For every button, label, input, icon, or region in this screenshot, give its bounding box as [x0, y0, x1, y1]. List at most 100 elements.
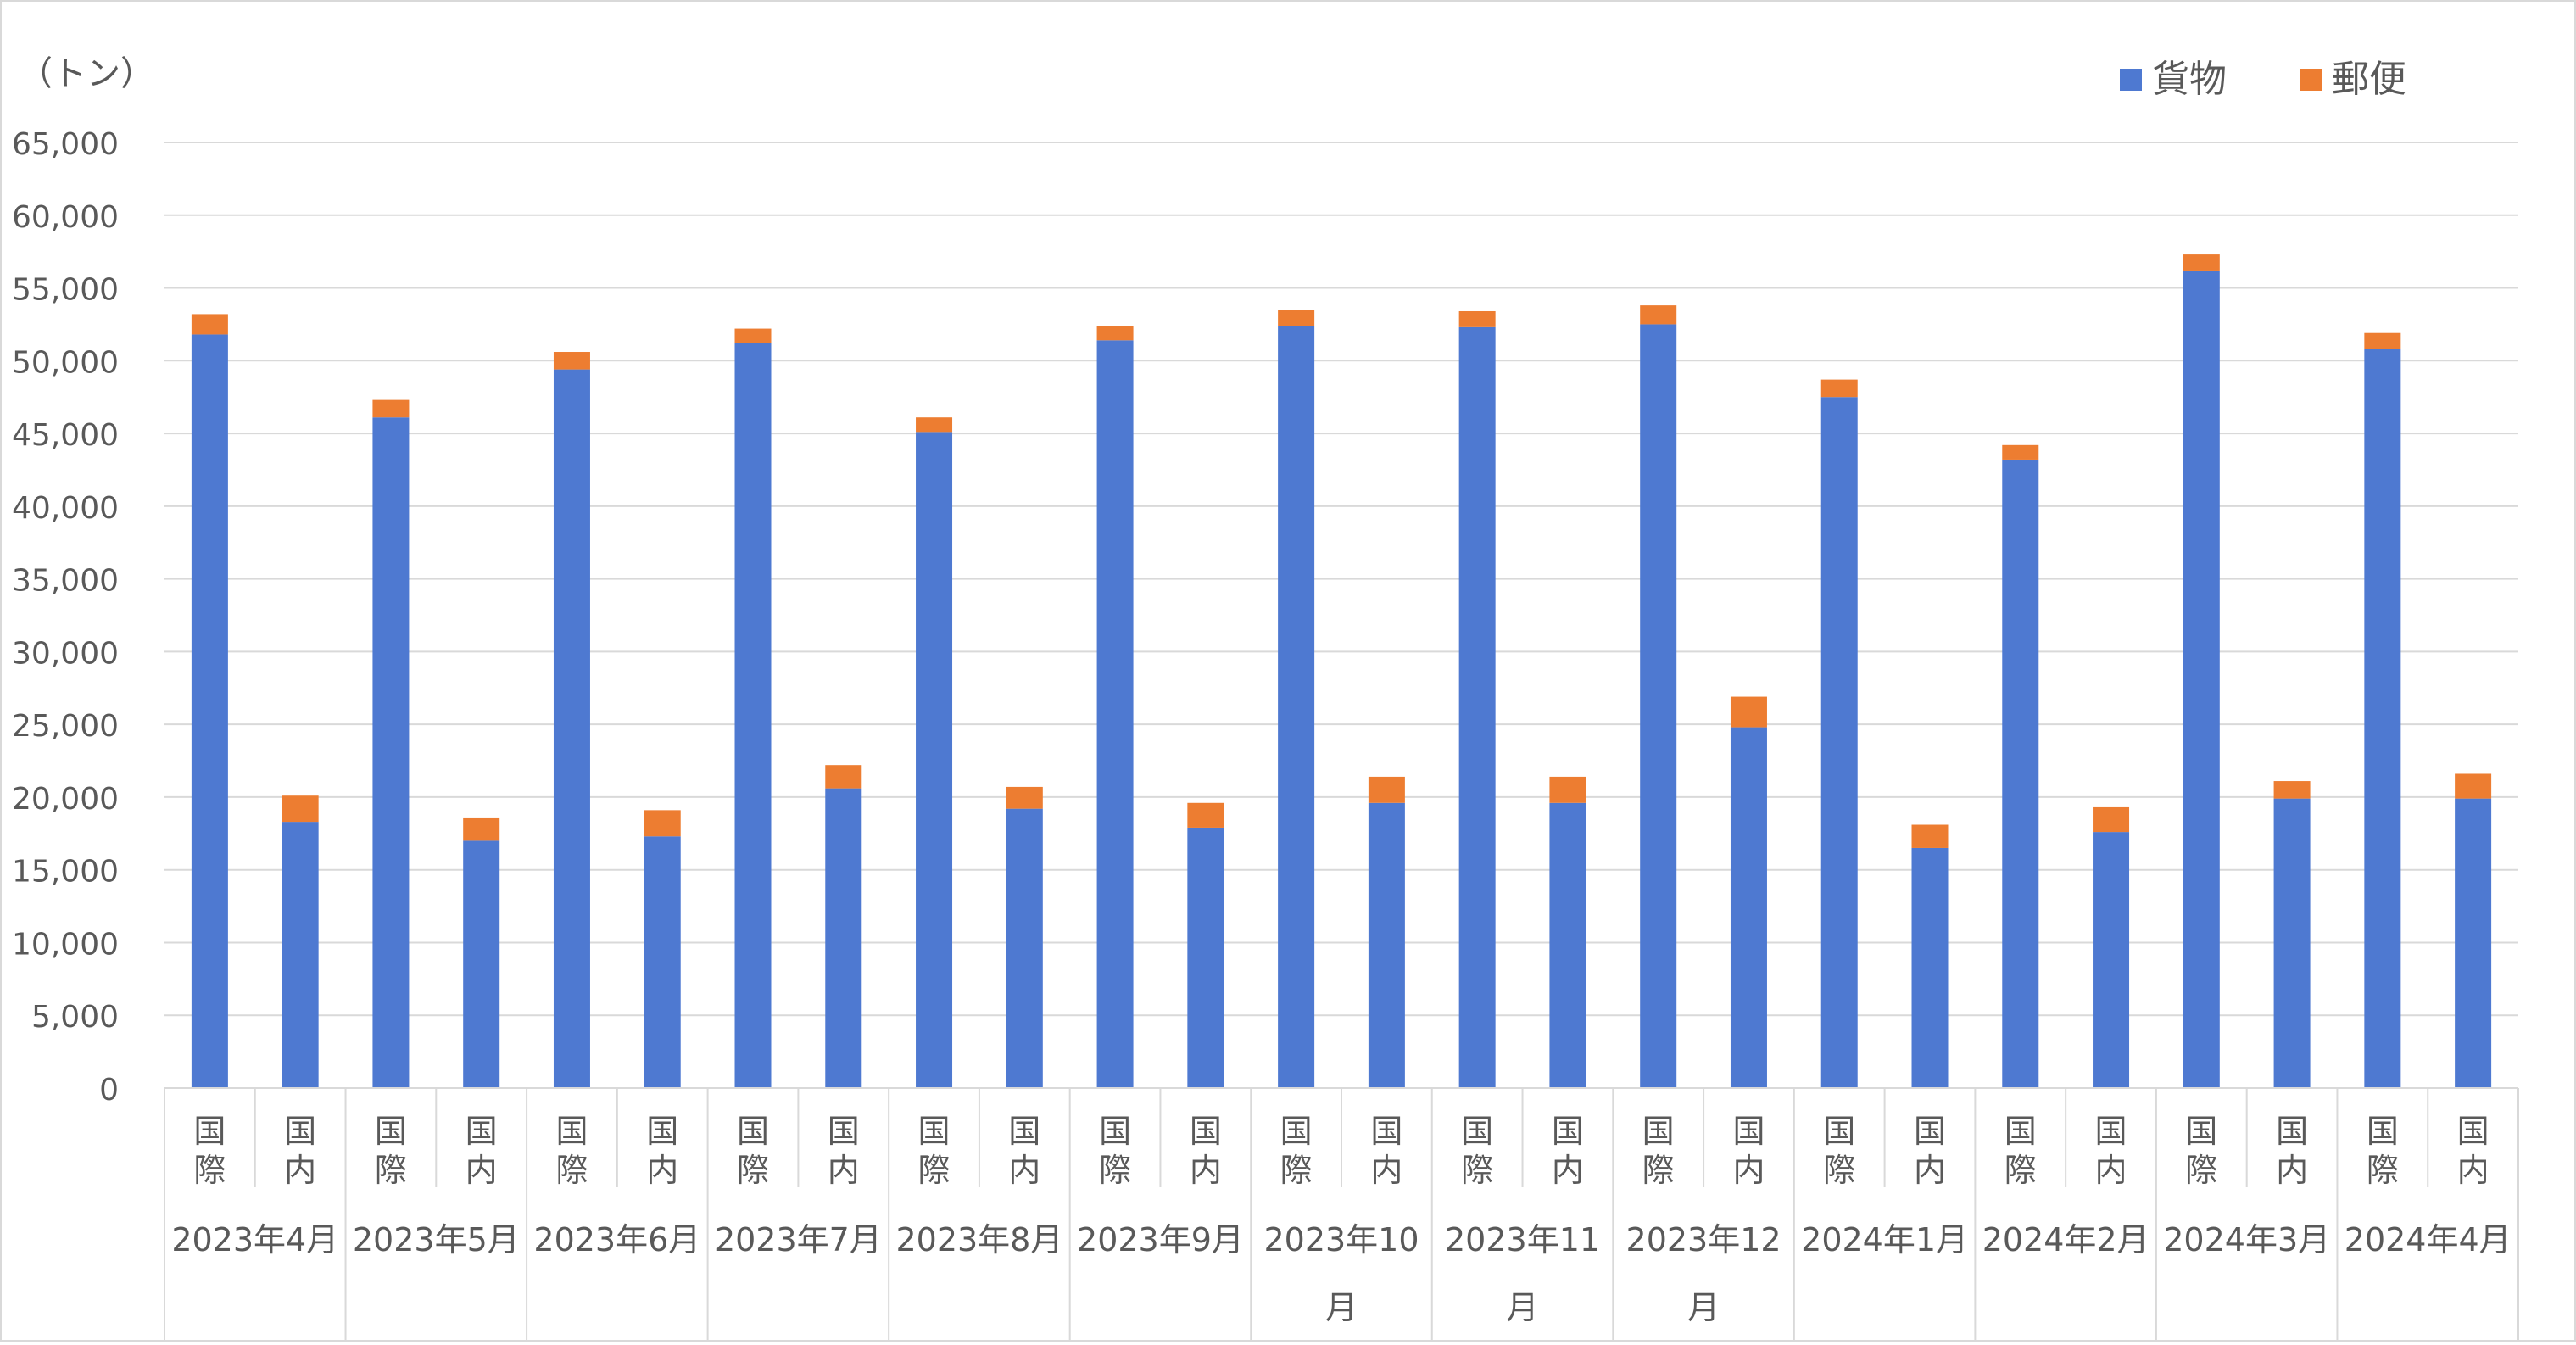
x-sub-label: 国内: [2095, 1113, 2127, 1189]
x-group-label: 月: [1325, 1289, 1358, 1326]
x-sub-label-char: 国: [1642, 1113, 1675, 1150]
x-sub-label-char: 内: [1370, 1152, 1402, 1189]
x-sub-label-char: 国: [1552, 1113, 1584, 1150]
x-sub-label-char: 国: [284, 1113, 316, 1150]
bar-segment-cargo: [1187, 827, 1224, 1088]
bar-segment-mail: [644, 810, 681, 837]
x-sub-label-char: 国: [1823, 1113, 1855, 1150]
x-sub-label-char: 際: [2004, 1152, 2037, 1189]
bar-segment-mail: [463, 817, 500, 841]
y-tick-label: 10,000: [12, 927, 119, 962]
x-sub-label-char: 際: [193, 1152, 226, 1189]
y-tick-label: 20,000: [12, 782, 119, 817]
x-sub-label-char: 際: [375, 1152, 407, 1189]
x-group-label: 2024年1月: [1801, 1221, 1968, 1258]
x-sub-label-char: 国: [1732, 1113, 1765, 1150]
bar-segment-mail: [1187, 802, 1224, 828]
x-sub-label: 国内: [2276, 1113, 2308, 1189]
x-sub-label: 国内: [828, 1113, 860, 1189]
bar-segment-cargo: [1278, 326, 1315, 1089]
bar-segment-mail: [2093, 806, 2130, 833]
x-axis: 国際国内国際国内国際国内国際国内国際国内国際国内国際国内国際国内国際国内国際国内…: [164, 1087, 2519, 1342]
x-sub-label-char: 際: [2367, 1152, 2399, 1189]
x-sub-label: 国内: [466, 1113, 498, 1189]
x-sub-label-char: 国: [555, 1113, 588, 1150]
bar-segment-cargo: [2093, 832, 2130, 1088]
x-sub-label: 国際: [1280, 1113, 1313, 1189]
x-sub-label-char: 内: [1190, 1152, 1222, 1189]
x-sub-label: 国際: [737, 1113, 769, 1189]
x-sub-label-char: 国: [375, 1113, 407, 1150]
x-sub-label: 国内: [1370, 1113, 1402, 1189]
x-sub-label-char: 内: [1008, 1152, 1040, 1189]
x-sub-label-char: 国: [2185, 1113, 2217, 1150]
x-sub-label: 国際: [2185, 1113, 2217, 1189]
y-tick-label: 5,000: [31, 1000, 119, 1035]
bar-segment-cargo: [1368, 802, 1405, 1088]
bar-segment-cargo: [916, 432, 953, 1088]
bar-segment-mail: [1820, 379, 1858, 398]
x-sub-label-char: 際: [555, 1152, 588, 1189]
x-sub-label-char: 内: [646, 1152, 678, 1189]
legend-label: 郵便: [2332, 58, 2406, 101]
y-tick-label: 65,000: [12, 127, 119, 162]
x-sub-label: 国内: [1732, 1113, 1765, 1189]
bar-segment-mail: [1006, 786, 1043, 809]
bar-segment-mail: [553, 352, 590, 370]
x-sub-label-char: 国: [2095, 1113, 2127, 1150]
bar-segment-mail: [916, 417, 953, 433]
y-tick-label: 25,000: [12, 709, 119, 744]
bar-segment-cargo: [191, 334, 228, 1088]
bar-segment-cargo: [1458, 326, 1496, 1088]
x-sub-label-char: 国: [828, 1113, 860, 1150]
x-sub-label-char: 際: [1280, 1152, 1313, 1189]
x-group-label: 2023年12: [1626, 1221, 1781, 1258]
bar-segment-mail: [2455, 773, 2492, 799]
bar-segment-mail: [1278, 310, 1315, 326]
bar-segment-cargo: [2364, 349, 2401, 1089]
y-tick-label: 35,000: [12, 564, 119, 599]
bars: [191, 254, 2492, 1089]
x-group-label: 2023年7月: [715, 1221, 882, 1258]
x-sub-label-char: 国: [2367, 1113, 2399, 1150]
x-sub-label-char: 国: [2457, 1113, 2490, 1150]
x-sub-label-char: 際: [1099, 1152, 1131, 1189]
x-group-label: 2023年6月: [533, 1221, 700, 1258]
bar-segment-mail: [2364, 332, 2401, 349]
bar-segment-mail: [2002, 444, 2039, 460]
x-sub-label: 国内: [2457, 1113, 2490, 1189]
x-group-label: 2024年4月: [2345, 1221, 2512, 1258]
bar-segment-mail: [191, 314, 228, 335]
x-group-label: 2023年10: [1263, 1221, 1419, 1258]
bar-segment-mail: [2273, 781, 2311, 799]
bar-segment-cargo: [1820, 397, 1858, 1088]
y-tick-label: 0: [99, 1073, 119, 1108]
x-sub-label: 国際: [375, 1113, 407, 1189]
x-sub-label: 国内: [1552, 1113, 1584, 1189]
x-sub-label-char: 際: [2185, 1152, 2217, 1189]
x-sub-label-char: 国: [2004, 1113, 2037, 1150]
y-tick-label: 45,000: [12, 418, 119, 453]
bar-segment-mail: [1458, 310, 1496, 327]
x-sub-label-char: 内: [1914, 1152, 1946, 1189]
x-sub-label-char: 内: [2276, 1152, 2308, 1189]
bar-segment-cargo: [2455, 798, 2492, 1088]
x-sub-label: 国内: [1008, 1113, 1040, 1189]
bar-segment-mail: [734, 328, 772, 343]
x-sub-label-char: 国: [193, 1113, 226, 1150]
y-tick-label: 15,000: [12, 855, 119, 890]
bar-segment-cargo: [1096, 340, 1134, 1088]
x-sub-label: 国際: [1099, 1113, 1131, 1189]
x-group-label: 月: [1687, 1289, 1720, 1326]
x-group-label: 月: [1507, 1289, 1539, 1326]
y-tick-label: 30,000: [12, 636, 119, 671]
x-sub-label: 国際: [2004, 1113, 2037, 1189]
legend-label: 貨物: [2152, 58, 2227, 101]
x-sub-label: 国際: [918, 1113, 951, 1189]
x-sub-label: 国内: [646, 1113, 678, 1189]
x-sub-label: 国際: [193, 1113, 226, 1189]
x-sub-label-char: 内: [284, 1152, 316, 1189]
x-sub-label: 国際: [1642, 1113, 1675, 1189]
bar-segment-cargo: [825, 788, 862, 1088]
